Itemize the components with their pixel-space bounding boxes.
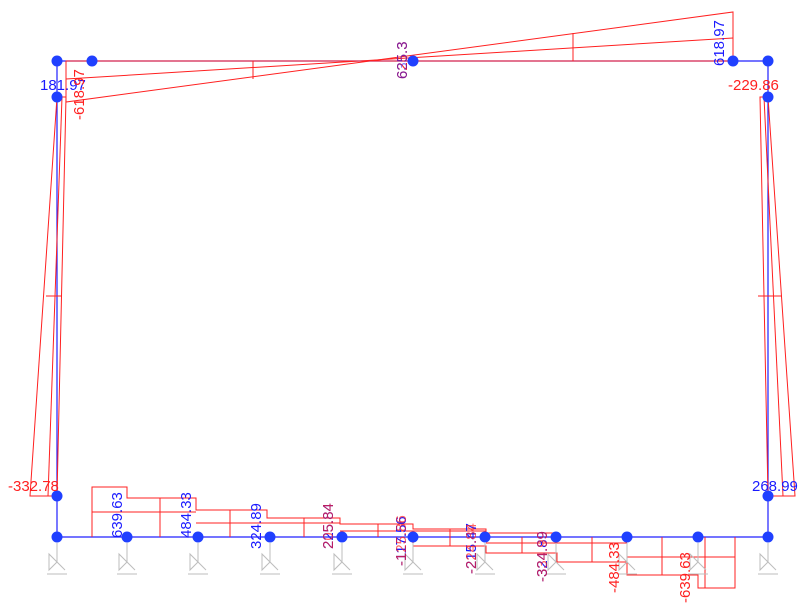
label-base-12: -639.63 (677, 552, 694, 603)
node-dot-icon (550, 531, 562, 543)
node-dot-icon (762, 490, 774, 502)
moment-right-column (758, 96, 796, 497)
left-column-moment-inner (47, 96, 63, 497)
label-right-top: -229.86 (728, 77, 779, 94)
node-dot-icon (479, 531, 491, 543)
node-dot-icon (336, 531, 348, 543)
label-left-bottom: -332.78 (8, 478, 59, 495)
label-base-11: -484.33 (606, 542, 623, 593)
fixed-support-icon (333, 543, 351, 572)
node-dot-icon (51, 91, 63, 103)
top-beam-moment-outline (65, 11, 734, 103)
supports (47, 543, 778, 575)
node-dot-icon (51, 490, 63, 502)
fixed-support-icon (189, 543, 207, 572)
label-base-7: -215.47 (463, 523, 480, 574)
labels-horizontal: 181.97 -229.86 -332.78 268.99 (8, 77, 798, 495)
label-top-right: 618.97 (711, 20, 728, 66)
node-dot-icon (121, 531, 133, 543)
label-base-4: 205.84 (320, 503, 337, 549)
nodes (51, 55, 774, 543)
node-dot-icon (692, 531, 704, 543)
frame-members (56, 60, 769, 538)
node-dot-icon (407, 55, 419, 67)
node-dot-icon (192, 531, 204, 543)
label-base-10: -334.99 (534, 531, 551, 582)
fixed-support-icon (48, 543, 66, 572)
moment-left-column (29, 96, 67, 497)
node-dot-icon (727, 55, 739, 67)
fixed-support-icon (759, 543, 777, 572)
fixed-support-icon (476, 543, 494, 572)
label-top-left-neg: -618.97 (71, 69, 88, 120)
label-top-mid: 625.3 (394, 41, 411, 79)
label-right-bottom: 268.99 (752, 478, 798, 495)
node-dot-icon (762, 55, 774, 67)
label-base-3: 225.84 (320, 503, 337, 549)
label-base-5: -117.56 (393, 516, 410, 566)
node-dot-icon (86, 55, 98, 67)
label-base-8: -224.84 (463, 523, 480, 574)
fixed-support-icon (261, 543, 279, 572)
label-base-9: -324.89 (534, 531, 551, 582)
fixed-support-icon (618, 543, 636, 572)
node-dot-icon (51, 55, 63, 67)
moment-top-beam (65, 11, 734, 103)
top-beam-moment-inner (65, 37, 734, 80)
node-dot-icon (51, 531, 63, 543)
right-column-moment-inner (763, 96, 784, 497)
fixed-support-icon (689, 543, 707, 572)
label-base-1: 484.33 (178, 492, 195, 538)
label-base-2: 324.89 (248, 503, 265, 549)
fixed-support-icon (118, 543, 136, 572)
label-base-6: -125.86 (393, 515, 410, 566)
fixed-support-icon (404, 543, 422, 572)
label-top-left: 181.97 (40, 77, 86, 94)
node-dot-icon (762, 531, 774, 543)
node-dot-icon (762, 91, 774, 103)
node-dot-icon (264, 531, 276, 543)
label-top-mid-overlap: 635.3 (394, 41, 411, 79)
fixed-support-icon (547, 543, 565, 572)
moment-base-strip (91, 486, 736, 589)
node-dot-icon (621, 531, 633, 543)
labels-vertical: -618.97 625.3 635.3 618.97 639.63 484.33… (71, 20, 728, 603)
node-dot-icon (407, 531, 419, 543)
label-base-0: 639.63 (109, 492, 126, 538)
